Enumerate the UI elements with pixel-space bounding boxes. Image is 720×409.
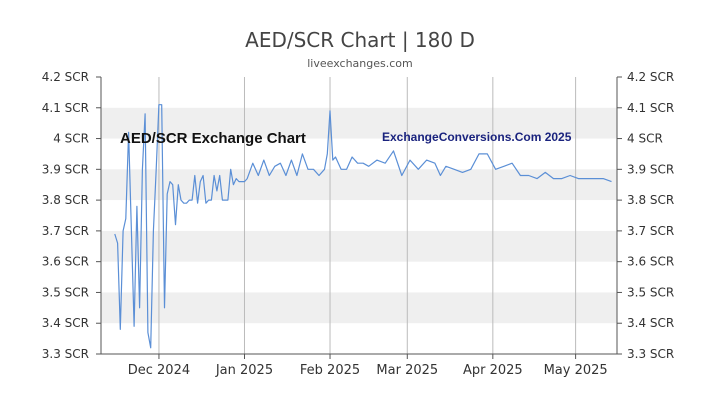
y-tick-label-right: 3.3 SCR	[627, 347, 674, 361]
y-tick-label-right: 4.2 SCR	[627, 70, 674, 84]
y-tick-label-left: 3.6 SCR	[42, 255, 89, 269]
y-tick-label-left: 3.5 SCR	[42, 285, 89, 299]
y-tick-label-right: 3.6 SCR	[627, 255, 674, 269]
y-tick-label-right: 3.5 SCR	[627, 285, 674, 299]
x-tick-label: Dec 2024	[128, 363, 190, 378]
x-tick-label: Jan 2025	[215, 363, 273, 378]
y-tick-label-right: 3.8 SCR	[627, 193, 674, 207]
y-tick-label-right: 3.7 SCR	[627, 224, 674, 238]
overlay-left-title: AED/SCR Exchange Chart	[120, 130, 306, 147]
chart-title: AED/SCR Chart | 180 D	[245, 28, 475, 52]
y-tick-label-left: 3.3 SCR	[42, 347, 89, 361]
series-line	[114, 104, 612, 349]
y-tick-label-left: 4 SCR	[53, 132, 89, 146]
y-tick-label-left: 3.4 SCR	[42, 316, 89, 330]
x-tick-label: Mar 2025	[376, 363, 438, 378]
x-tick-label: Feb 2025	[300, 363, 360, 378]
y-tick-label-left: 3.7 SCR	[42, 224, 89, 238]
overlay-right-title: ExchangeConversions.Com 2025	[382, 130, 572, 144]
grid-band	[101, 107, 617, 139]
grid-band	[101, 292, 617, 324]
x-tick-label: Apr 2025	[463, 363, 523, 378]
y-tick-label-right: 3.9 SCR	[627, 162, 674, 176]
y-tick-label-right: 4 SCR	[627, 132, 663, 146]
y-tick-label-left: 3.8 SCR	[42, 193, 89, 207]
y-tick-label-right: 4.1 SCR	[627, 101, 674, 115]
grid-band	[101, 230, 617, 262]
y-tick-label-left: 4.2 SCR	[42, 70, 89, 84]
x-tick-label: May 2025	[544, 363, 608, 378]
grid-band	[101, 169, 617, 201]
chart-subtitle: liveexchanges.com	[307, 57, 412, 70]
y-tick-label-left: 3.9 SCR	[42, 162, 89, 176]
y-tick-label-left: 4.1 SCR	[42, 101, 89, 115]
y-tick-label-right: 3.4 SCR	[627, 316, 674, 330]
